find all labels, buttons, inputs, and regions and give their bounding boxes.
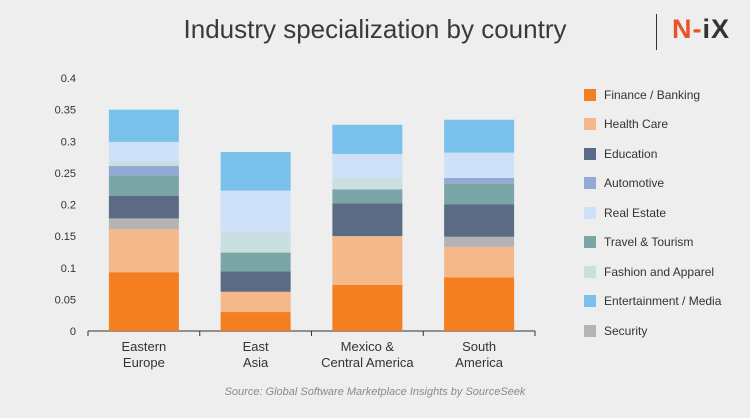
bar-segment bbox=[332, 189, 403, 204]
bar-segment bbox=[444, 177, 515, 184]
legend-swatch bbox=[584, 324, 596, 337]
legend-label: Security bbox=[604, 323, 648, 338]
bar-segment bbox=[332, 236, 403, 285]
chart-title: Industry specialization by country bbox=[183, 14, 567, 44]
bar-segment bbox=[220, 252, 291, 272]
legend-item: Automotive bbox=[584, 169, 721, 199]
x-category-label: Europe bbox=[123, 355, 165, 370]
legend-swatch bbox=[584, 177, 596, 190]
legend-swatch bbox=[584, 88, 596, 101]
x-category-label: Asia bbox=[243, 355, 269, 370]
legend-label: Automotive bbox=[604, 176, 665, 191]
legend-item: Security bbox=[584, 316, 721, 346]
legend-swatch bbox=[584, 206, 596, 219]
bar-segment bbox=[220, 152, 291, 191]
y-tick-label: 0.35 bbox=[55, 105, 76, 117]
legend-swatch bbox=[584, 147, 596, 160]
bar-segment bbox=[332, 284, 403, 331]
legend-item: Real Estate bbox=[584, 198, 721, 228]
y-tick-label: 0.2 bbox=[61, 200, 76, 212]
legend-label: Finance / Banking bbox=[604, 87, 701, 102]
legend-swatch bbox=[584, 236, 596, 249]
bar-segment bbox=[444, 246, 515, 278]
bar-segment bbox=[444, 152, 515, 178]
x-category-label: Central America bbox=[321, 355, 414, 370]
legend-swatch bbox=[584, 265, 596, 278]
bar-segment bbox=[332, 124, 403, 154]
bar-segment bbox=[108, 218, 179, 230]
legend-label: Health Care bbox=[604, 117, 669, 132]
legend-label: Entertainment / Media bbox=[604, 294, 722, 309]
logo-prefix: N- bbox=[672, 14, 703, 44]
bar-segment bbox=[108, 229, 179, 273]
bar-segment bbox=[332, 203, 403, 237]
legend-label: Fashion and Apparel bbox=[604, 264, 715, 279]
source-note: Source: Global Software Marketplace Insi… bbox=[224, 386, 526, 398]
legend-label: Real Estate bbox=[604, 205, 667, 220]
bar-segment bbox=[108, 175, 179, 196]
bar-segment bbox=[108, 109, 179, 142]
chart-legend: Finance / Banking Health Care Education Aut… bbox=[584, 80, 721, 346]
legend-item: Finance / Banking bbox=[584, 80, 721, 110]
legend-item: Health Care bbox=[584, 110, 721, 140]
bar-segment bbox=[108, 165, 179, 176]
legend-label: Education bbox=[604, 146, 658, 161]
bar-segment bbox=[444, 277, 515, 331]
logo-divider bbox=[656, 14, 657, 50]
bar-segment bbox=[332, 177, 403, 190]
legend-swatch bbox=[584, 118, 596, 131]
brand-logo: N-iX bbox=[672, 14, 730, 45]
bar-segment bbox=[444, 236, 515, 247]
bar-segment bbox=[444, 119, 515, 153]
bar-segment bbox=[108, 195, 179, 219]
bar-segment bbox=[444, 204, 515, 237]
y-tick-label: 0.15 bbox=[55, 231, 76, 243]
x-category-label: Eastern bbox=[121, 339, 166, 354]
y-tick-label: 0.1 bbox=[61, 263, 76, 275]
legend-item: Education bbox=[584, 139, 721, 169]
y-tick-label: 0.05 bbox=[55, 294, 76, 306]
bar-segment bbox=[220, 190, 291, 232]
legend-item: Fashion and Apparel bbox=[584, 257, 721, 287]
bar-segment bbox=[220, 312, 291, 331]
legend-swatch bbox=[584, 295, 596, 308]
y-tick-label: 0.25 bbox=[55, 168, 76, 180]
legend-item: Entertainment / Media bbox=[584, 287, 721, 317]
bar-segment bbox=[108, 272, 179, 331]
bar-segment bbox=[332, 153, 403, 178]
x-category-label: Mexico & bbox=[341, 339, 395, 354]
bar-segment bbox=[108, 141, 179, 162]
legend-item: Travel & Tourism bbox=[584, 228, 721, 258]
logo-suffix: iX bbox=[702, 14, 731, 44]
legend-label: Travel & Tourism bbox=[604, 235, 694, 250]
x-category-label: South bbox=[462, 339, 496, 354]
x-category-label: East bbox=[243, 339, 269, 354]
y-tick-label: 0 bbox=[70, 326, 76, 338]
y-tick-label: 0.3 bbox=[61, 136, 76, 148]
y-tick-label: 0.4 bbox=[61, 73, 76, 85]
x-category-label: America bbox=[455, 355, 503, 370]
bar-segment bbox=[220, 231, 291, 253]
bar-segment bbox=[108, 161, 179, 166]
bar-segment bbox=[444, 183, 515, 205]
bar-segment bbox=[220, 271, 291, 292]
bar-segment bbox=[220, 291, 291, 313]
